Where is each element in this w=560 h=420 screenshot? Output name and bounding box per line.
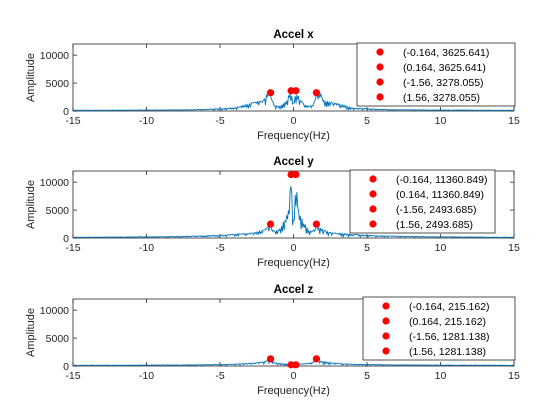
x-axis-label: Frequency(Hz): [257, 130, 330, 142]
legend-marker: [376, 78, 384, 86]
x-axis-label: Frequency(Hz): [257, 385, 330, 397]
y-tick-label: 10000: [40, 177, 69, 189]
y-tick-label: 5000: [46, 205, 70, 217]
x-tick-label: 10: [435, 115, 447, 127]
legend: (-0.164, 215.162) (0.164, 215.162) (-1.56,…: [362, 296, 516, 361]
peak-marker: [292, 361, 300, 369]
y-axis-label: Amplitude: [25, 53, 37, 102]
x-tick-label: -10: [139, 242, 154, 254]
legend: (-0.164, 3625.641) (0.164, 3625.641) (-1.5…: [356, 42, 516, 107]
x-tick-label: -15: [65, 115, 80, 127]
spectrum-line: [73, 90, 514, 111]
x-tick-label: 10: [435, 370, 447, 382]
x-tick-label: -5: [215, 370, 224, 382]
x-tick-label: 15: [508, 242, 520, 254]
x-tick-label: -10: [139, 370, 154, 382]
legend-entry: (1.56, 2493.685): [396, 219, 473, 231]
x-tick-label: -5: [215, 115, 224, 127]
legend-marker: [369, 205, 377, 213]
x-tick-label: 15: [508, 370, 520, 382]
y-tick-label: 0: [63, 106, 69, 118]
x-tick-label: -5: [215, 242, 224, 254]
chart-panel-2: Accel y -15 -10 -5 0 5 10 15 0 5000 10000 Frequency…: [25, 156, 520, 269]
legend-entry: (0.164, 215.162): [409, 316, 486, 328]
peak-marker: [312, 89, 321, 97]
y-tick-label: 0: [63, 233, 69, 245]
x-tick-label: 0: [291, 242, 297, 254]
y-tick-label: 5000: [46, 333, 70, 345]
legend-entry: (0.164, 3625.641): [403, 62, 486, 74]
x-tick-label: 0: [291, 370, 297, 382]
x-tick-label: 10: [435, 242, 447, 254]
legend-entry: (-0.164, 215.162): [409, 301, 490, 313]
legend-marker: [376, 48, 384, 56]
x-tick-label: -10: [139, 115, 154, 127]
y-tick-label: 0: [63, 361, 69, 373]
x-tick-label: 15: [508, 115, 520, 127]
x-tick-label: 5: [364, 242, 370, 254]
chart-title: Accel y: [273, 156, 314, 168]
x-axis-label: Frequency(Hz): [257, 257, 330, 269]
y-axis-label: Amplitude: [25, 180, 37, 229]
chart-title: Accel z: [274, 284, 314, 296]
y-tick-label: 10000: [40, 305, 69, 317]
spectrum-line: [73, 186, 514, 238]
legend-entry: (0.164, 11360.849): [396, 189, 484, 201]
chart-panel-1: Accel x -15 -10 -5 0 5 10 15 0 5000 10000 Frequency…: [25, 29, 520, 142]
legend-marker: [382, 347, 390, 355]
legend-marker: [369, 175, 377, 183]
x-tick-label: 5: [364, 115, 370, 127]
peak-marker: [266, 220, 275, 228]
peak-marker: [266, 89, 275, 97]
legend-entry: (-1.56, 3278.055): [403, 77, 484, 89]
x-tick-label: -15: [65, 242, 80, 254]
legend-entry: (1.56, 1281.138): [409, 346, 486, 358]
legend-marker: [376, 93, 384, 101]
legend-entry: (1.56, 3278.055): [403, 92, 480, 104]
legend-box: [356, 42, 516, 107]
peak-marker: [292, 170, 300, 179]
legend-entry: (-0.164, 11360.849): [396, 174, 487, 186]
legend-marker: [382, 332, 390, 340]
legend: (-0.164, 11360.849) (0.164, 11360.849) (-1…: [349, 169, 496, 234]
legend-entry: (-1.56, 2493.685): [396, 204, 477, 216]
y-tick-label: 10000: [40, 50, 69, 62]
y-axis-label: Amplitude: [25, 308, 37, 357]
peak-marker: [266, 355, 275, 363]
chart-panel-3: Accel z -15 -10 -5 0 5 10 15 0 5000 10000 Frequency…: [25, 284, 520, 397]
chart-title: Accel x: [273, 29, 314, 41]
peak-marker: [312, 220, 321, 228]
peak-marker: [312, 355, 321, 363]
x-tick-label: 0: [291, 115, 297, 127]
legend-entry: (-1.56, 1281.138): [409, 331, 490, 343]
legend-entry: (-0.164, 3625.641): [403, 47, 489, 59]
y-tick-label: 5000: [46, 78, 70, 90]
peak-marker: [292, 87, 300, 95]
legend-marker: [376, 63, 384, 71]
legend-marker: [382, 317, 390, 325]
x-tick-label: 5: [364, 370, 370, 382]
x-tick-label: -15: [65, 370, 80, 382]
legend-marker: [382, 302, 390, 310]
legend-marker: [369, 220, 377, 228]
legend-marker: [369, 190, 377, 198]
